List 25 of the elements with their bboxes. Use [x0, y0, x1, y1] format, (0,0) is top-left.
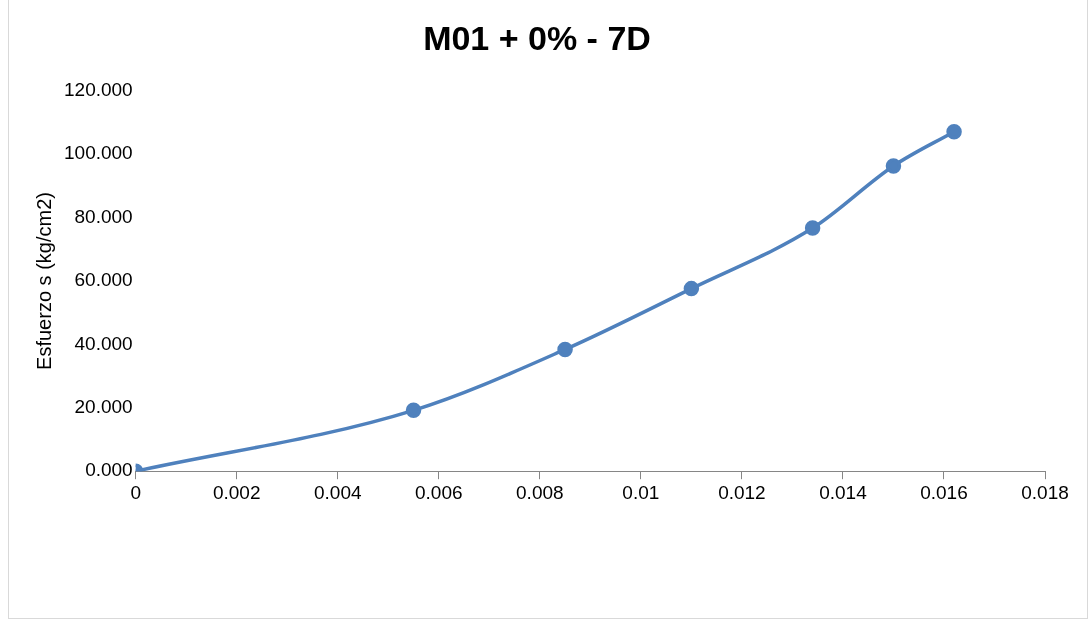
x-tick-label: 0.002 [212, 481, 261, 503]
y-tick-label: 0.000 [85, 459, 133, 481]
point [557, 341, 573, 358]
x-tick-label: 0.016 [920, 481, 968, 503]
y-tick-label: 100.000 [63, 142, 133, 164]
point [405, 402, 422, 419]
x-tick-label: 0.004 [313, 481, 362, 503]
point [683, 280, 700, 297]
y-axis-title: Esfuerzo s (kg/cm2) [32, 192, 55, 370]
point [885, 158, 902, 174]
y-tick-label: 120.000 [63, 79, 133, 101]
y-tick-label: 60.000 [74, 269, 133, 291]
x-tick-label: 0.012 [718, 481, 766, 503]
y-tick-label: 80.000 [74, 205, 133, 227]
point [804, 220, 821, 236]
chart-title: M01 + 0% - 7D [423, 18, 651, 57]
x-tick-label: 0.014 [819, 481, 868, 503]
x-tick-label: 0.01 [622, 481, 660, 503]
y-tick-label: 40.000 [74, 332, 133, 354]
point [946, 123, 962, 140]
x-tick-label: 0 [130, 481, 141, 503]
x-tick-label: 0.008 [516, 481, 564, 503]
x-tick-label: 0.006 [415, 481, 463, 503]
x-tick-label: 0.018 [1021, 481, 1069, 503]
y-tick-label: 20.000 [74, 396, 133, 418]
